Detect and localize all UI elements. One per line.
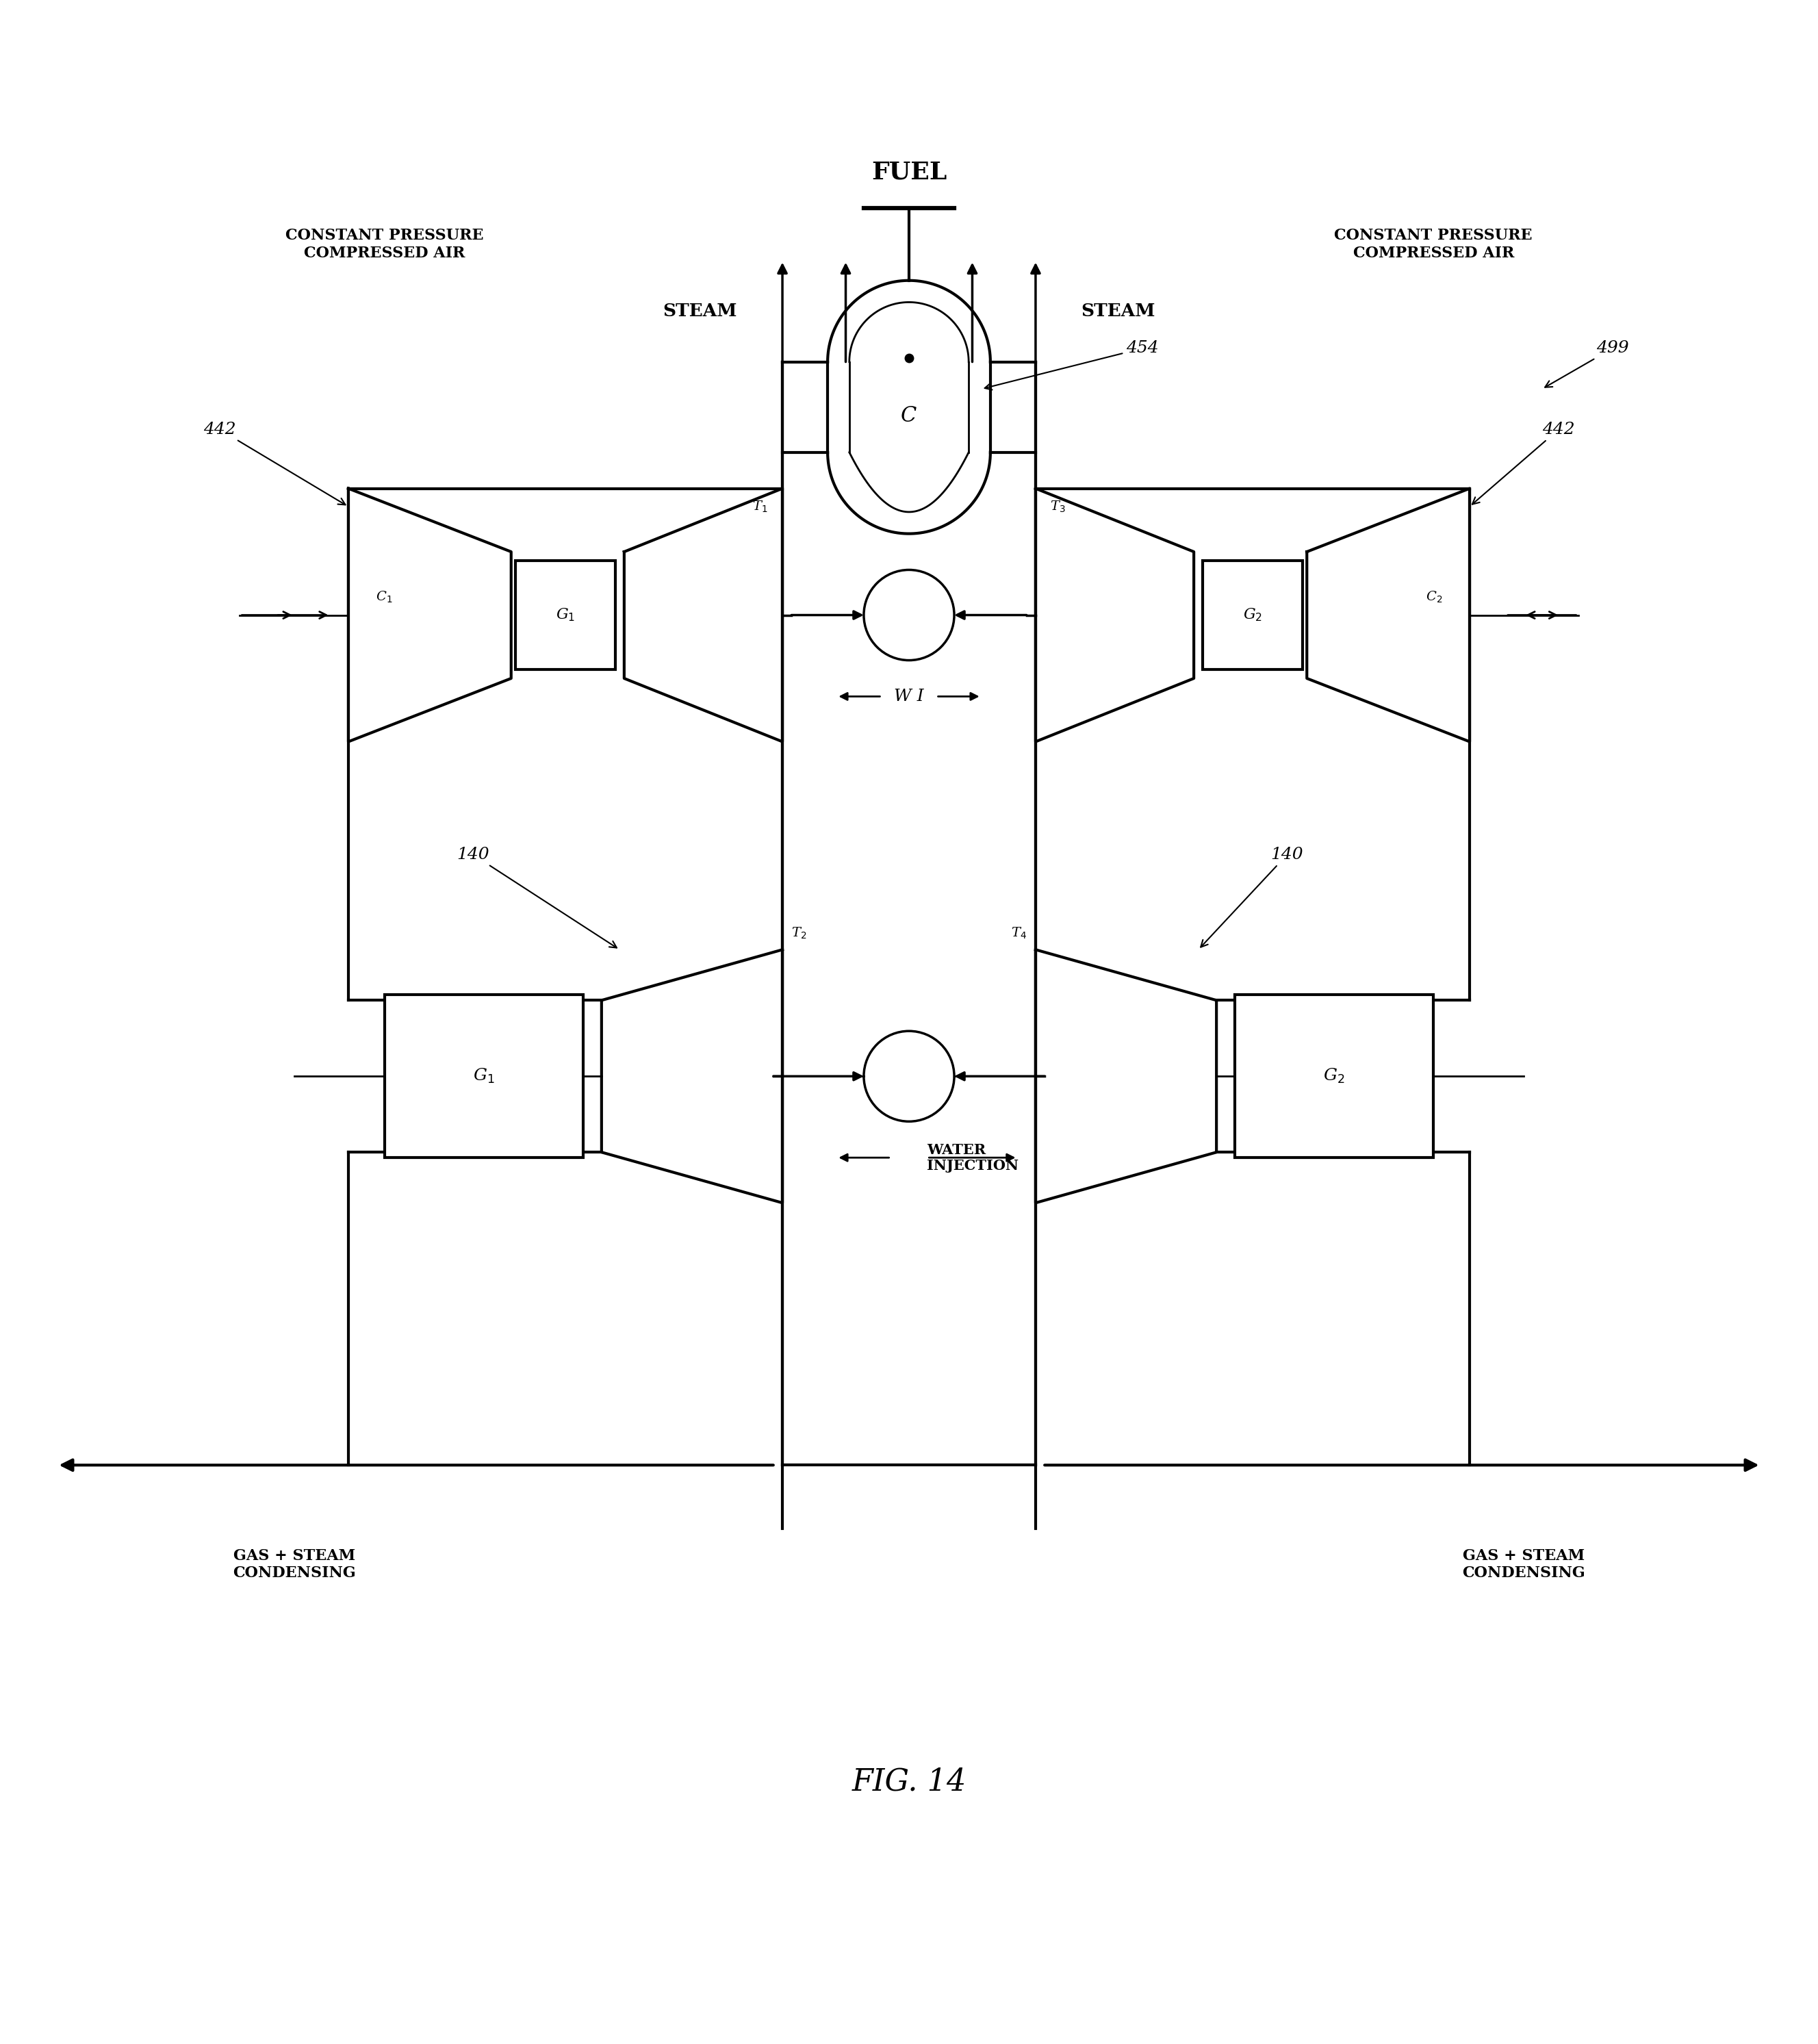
Text: GAS + STEAM
CONDENSING: GAS + STEAM CONDENSING <box>233 1549 356 1580</box>
Text: G$_1$: G$_1$ <box>556 607 574 623</box>
Text: G$_1$: G$_1$ <box>473 1067 494 1085</box>
Text: GAS + STEAM
CONDENSING: GAS + STEAM CONDENSING <box>1462 1549 1585 1580</box>
Text: STEAM: STEAM <box>664 303 736 319</box>
Text: 140: 140 <box>1200 846 1304 946</box>
Text: G$_2$: G$_2$ <box>1244 607 1262 623</box>
Bar <box>385 995 584 1157</box>
Text: FUEL: FUEL <box>871 159 947 184</box>
Bar <box>1234 995 1433 1157</box>
Bar <box>1204 560 1302 668</box>
Text: 454: 454 <box>985 341 1158 390</box>
Text: C$_2$: C$_2$ <box>1425 589 1442 605</box>
Text: 442: 442 <box>1473 421 1574 505</box>
Text: T$_1$: T$_1$ <box>753 499 767 513</box>
Text: FIG. 14: FIG. 14 <box>851 1766 967 1797</box>
Text: WATER
INJECTION: WATER INJECTION <box>927 1143 1018 1173</box>
Text: W I: W I <box>894 689 924 705</box>
Text: CONSTANT PRESSURE
COMPRESSED AIR: CONSTANT PRESSURE COMPRESSED AIR <box>1334 229 1533 260</box>
Text: STEAM: STEAM <box>1082 303 1154 319</box>
Text: T$_4$: T$_4$ <box>1011 926 1027 940</box>
Text: C: C <box>902 405 916 427</box>
Text: 140: 140 <box>456 846 616 948</box>
Text: 499: 499 <box>1545 341 1629 386</box>
Text: 442: 442 <box>204 421 345 505</box>
Bar <box>516 560 614 668</box>
Text: CONSTANT PRESSURE
COMPRESSED AIR: CONSTANT PRESSURE COMPRESSED AIR <box>285 229 484 260</box>
Text: G$_2$: G$_2$ <box>1324 1067 1345 1085</box>
Text: T$_2$: T$_2$ <box>791 926 807 940</box>
Text: C$_1$: C$_1$ <box>376 589 393 605</box>
Text: T$_3$: T$_3$ <box>1051 499 1065 513</box>
